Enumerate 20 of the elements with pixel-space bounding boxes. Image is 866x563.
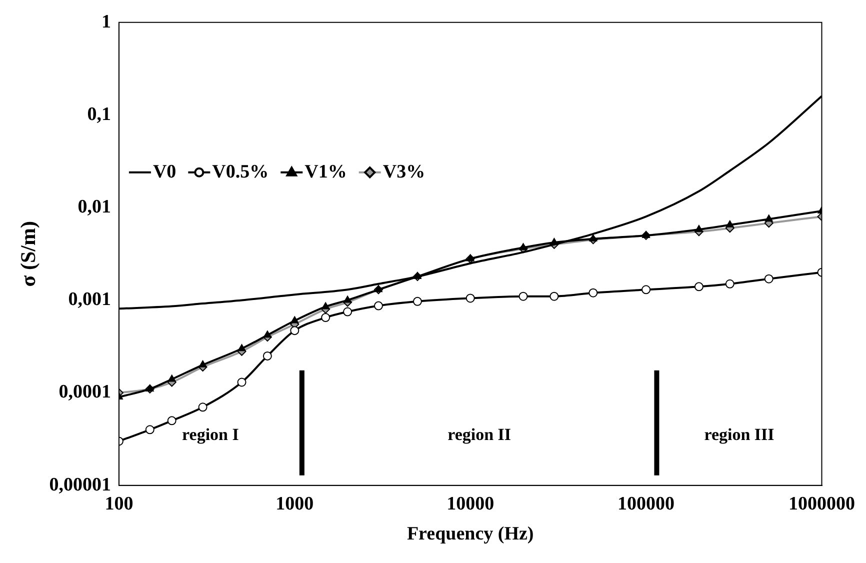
- x-tick-label: 100: [104, 494, 134, 515]
- x-tick-label: 100000: [618, 494, 675, 515]
- x-tick-label: 10000: [446, 494, 494, 515]
- y-axis-title: σ (S/m): [16, 221, 40, 287]
- legend-label: V3%: [382, 161, 426, 182]
- y-tick-label: 0,1: [87, 104, 111, 125]
- y-tick-label: 0,001: [68, 289, 111, 310]
- x-tick-label: 1000: [276, 494, 314, 515]
- y-tick-label: 1: [101, 11, 111, 32]
- legend-label: V1%: [304, 161, 347, 182]
- annotation: region II: [448, 424, 512, 444]
- annotation: region III: [704, 424, 775, 444]
- y-tick-label: 0,0001: [58, 382, 111, 403]
- annotation: region I: [182, 424, 240, 444]
- y-tick-label: 0,01: [78, 196, 111, 218]
- y-tick-label: 0,00001: [49, 474, 111, 496]
- x-tick-label: 1000000: [788, 494, 855, 515]
- x-axis-title: Frequency (Hz): [406, 524, 534, 545]
- legend-label: V0: [152, 161, 176, 182]
- legend-label: V0.5%: [212, 161, 269, 182]
